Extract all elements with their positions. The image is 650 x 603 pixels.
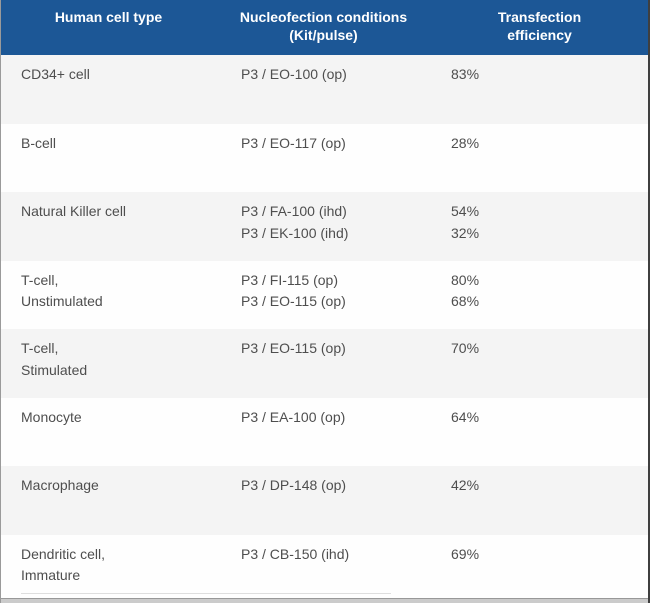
column-header-line: Transfection [497,9,582,25]
condition-line: P3 / CB-150 (ihd) [241,545,350,562]
column-header-line: Human cell type [54,9,163,25]
column-header-line: Nucleofection conditions [239,9,408,25]
efficiency-cell: 80% 68% [451,270,648,330]
cell-type-line: Immature [21,567,81,583]
table-row: T-cell, Stimulated P3 / EO-115 (op) 70% [1,329,648,398]
condition-line: P3 / FI-115 (op) [241,271,339,288]
column-header-efficiency: Transfection efficiency [431,0,648,55]
condition-line: P3 / FA-100 (ihd) [241,203,347,219]
cell-type-cell: T-cell, Stimulated [1,338,241,398]
efficiency-cell: 54% 32% [451,201,648,261]
condition-line: P3 / EO-117 (op) [241,134,346,151]
column-header-line: efficiency [507,27,572,43]
cell-type-line: Macrophage [21,477,99,493]
cell-type-line: Stimulated [21,361,88,378]
conditions-cell: P3 / FA-100 (ihd) P3 / EK-100 (ihd) [241,201,451,261]
cell-type-line: Natural Killer cell [21,203,127,219]
efficiency-cell: 70% [451,338,648,398]
cell-type-line: Monocyte [21,408,82,425]
column-header-line: (Kit/pulse) [289,27,358,43]
table-row: Dendritic cell, Immature P3 / CB-150 (ih… [1,534,648,603]
conditions-cell: P3 / FI-115 (op) P3 / EO-115 (op) [241,270,451,330]
table-row: CD34+ cell P3 / EO-100 (op) 83% [1,55,648,124]
row-divider [21,593,391,594]
conditions-cell: P3 / EO-117 (op) [241,133,451,193]
efficiency-value: 70% [451,340,480,356]
efficiency-cell: 64% [451,407,648,467]
efficiency-cell: 83% [451,64,648,124]
efficiency-value: 28% [451,134,480,151]
condition-line: P3 / EO-115 (op) [241,293,346,309]
condition-line: P3 / EO-115 (op) [241,340,346,356]
table-header-row: Human cell type Nucleofection conditions… [1,0,648,55]
cell-type-cell: T-cell, Unstimulated [1,270,241,330]
table-row: Macrophage P3 / DP-148 (op) 42% [1,466,648,535]
efficiency-cell: 42% [451,475,648,535]
cell-type-line: Dendritic cell, [21,545,106,562]
column-header-cell-type: Human cell type [1,0,216,55]
table-row: T-cell, Unstimulated P3 / FI-115 (op) P3… [1,260,648,330]
efficiency-value: 54% [451,203,480,219]
cell-type-line: Unstimulated [21,293,103,309]
condition-line: P3 / EO-100 (op) [241,66,347,82]
conditions-cell: P3 / EA-100 (op) [241,407,451,467]
efficiency-cell: 69% [451,544,648,603]
efficiency-value: 68% [451,293,480,309]
efficiency-value: 80% [451,271,480,288]
table-row: B-cell P3 / EO-117 (op) 28% [1,123,648,193]
cell-type-cell: Macrophage [1,475,241,535]
efficiency-value: 32% [451,224,480,241]
cell-type-line: T-cell, [21,340,59,356]
efficiency-value: 64% [451,408,480,425]
cell-type-line: CD34+ cell [21,66,90,82]
cell-type-cell: CD34+ cell [1,64,241,124]
efficiency-value: 42% [451,477,480,493]
conditions-cell: P3 / EO-115 (op) [241,338,451,398]
conditions-cell: P3 / EO-100 (op) [241,64,451,124]
cell-type-line: B-cell [21,134,57,151]
table-row: Monocyte P3 / EA-100 (op) 64% [1,397,648,467]
column-header-conditions: Nucleofection conditions (Kit/pulse) [216,0,431,55]
cell-type-cell: Natural Killer cell [1,201,241,261]
cell-type-cell: Dendritic cell, Immature [1,544,241,603]
table-row: Natural Killer cell P3 / FA-100 (ihd) P3… [1,192,648,261]
cell-type-cell: B-cell [1,133,241,193]
condition-line: P3 / EA-100 (op) [241,408,346,425]
cell-type-line: T-cell, [21,271,59,288]
efficiency-value: 69% [451,545,480,562]
efficiency-cell: 28% [451,133,648,193]
cell-type-cell: Monocyte [1,407,241,467]
conditions-cell: P3 / CB-150 (ihd) [241,544,451,603]
efficiency-value: 83% [451,66,480,82]
condition-line: P3 / EK-100 (ihd) [241,224,349,241]
condition-line: P3 / DP-148 (op) [241,477,347,493]
clipped-bottom-edge [1,598,648,603]
conditions-cell: P3 / DP-148 (op) [241,475,451,535]
